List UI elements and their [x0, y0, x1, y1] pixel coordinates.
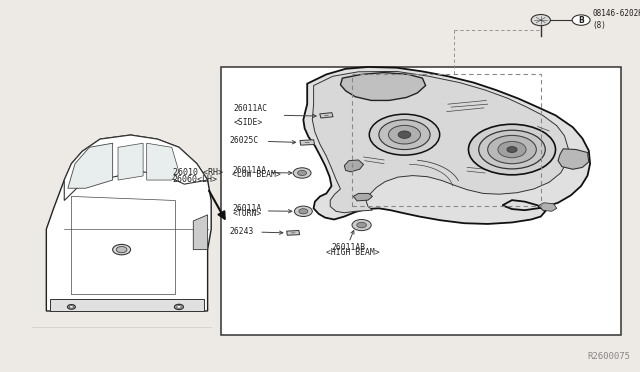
- Text: 26243: 26243: [229, 227, 253, 236]
- Text: <TURN>: <TURN>: [232, 209, 262, 218]
- Polygon shape: [50, 299, 204, 311]
- Text: 26011A: 26011A: [232, 204, 262, 213]
- Polygon shape: [300, 140, 314, 145]
- Circle shape: [293, 168, 311, 178]
- Polygon shape: [320, 113, 333, 118]
- Text: <HIGH BEAM>: <HIGH BEAM>: [326, 248, 380, 257]
- Circle shape: [388, 125, 420, 144]
- Circle shape: [298, 170, 307, 176]
- Polygon shape: [287, 231, 300, 235]
- Polygon shape: [558, 149, 589, 169]
- Circle shape: [468, 124, 556, 175]
- Text: 26011AC: 26011AC: [234, 105, 268, 113]
- Circle shape: [113, 244, 131, 255]
- Polygon shape: [353, 193, 372, 201]
- Text: B: B: [579, 16, 584, 25]
- Polygon shape: [312, 71, 568, 213]
- Polygon shape: [193, 215, 207, 250]
- Bar: [221, 67, 621, 335]
- Text: 26010 <RH>: 26010 <RH>: [173, 169, 223, 177]
- Circle shape: [299, 209, 308, 214]
- Polygon shape: [539, 203, 557, 211]
- Circle shape: [572, 15, 590, 25]
- Text: 08146-6202H
(8): 08146-6202H (8): [593, 9, 640, 30]
- Text: 26060<LH>: 26060<LH>: [173, 175, 218, 184]
- Circle shape: [352, 219, 371, 231]
- Polygon shape: [340, 73, 426, 100]
- Circle shape: [116, 247, 127, 253]
- Polygon shape: [344, 160, 364, 172]
- Circle shape: [67, 305, 76, 309]
- Polygon shape: [147, 143, 179, 180]
- Polygon shape: [303, 67, 590, 224]
- Circle shape: [379, 120, 430, 150]
- Text: <LOW BEAM>: <LOW BEAM>: [232, 170, 281, 179]
- Circle shape: [479, 130, 545, 169]
- Circle shape: [531, 15, 550, 26]
- Circle shape: [398, 131, 411, 138]
- Polygon shape: [118, 143, 143, 180]
- Circle shape: [357, 222, 367, 228]
- Text: 26011AA: 26011AA: [232, 166, 266, 174]
- Circle shape: [369, 114, 440, 155]
- Circle shape: [69, 306, 74, 308]
- Text: <SIDE>: <SIDE>: [234, 118, 263, 127]
- Circle shape: [498, 141, 526, 158]
- Circle shape: [175, 304, 184, 310]
- Circle shape: [507, 147, 517, 153]
- Polygon shape: [68, 143, 113, 188]
- Circle shape: [177, 305, 181, 308]
- Circle shape: [294, 206, 312, 217]
- Text: 26011AB: 26011AB: [332, 243, 365, 252]
- Text: R2600075: R2600075: [588, 352, 630, 361]
- Text: 26025C: 26025C: [229, 136, 259, 145]
- Bar: [352, 74, 541, 206]
- Circle shape: [488, 135, 536, 164]
- Polygon shape: [46, 135, 211, 311]
- Polygon shape: [64, 135, 207, 201]
